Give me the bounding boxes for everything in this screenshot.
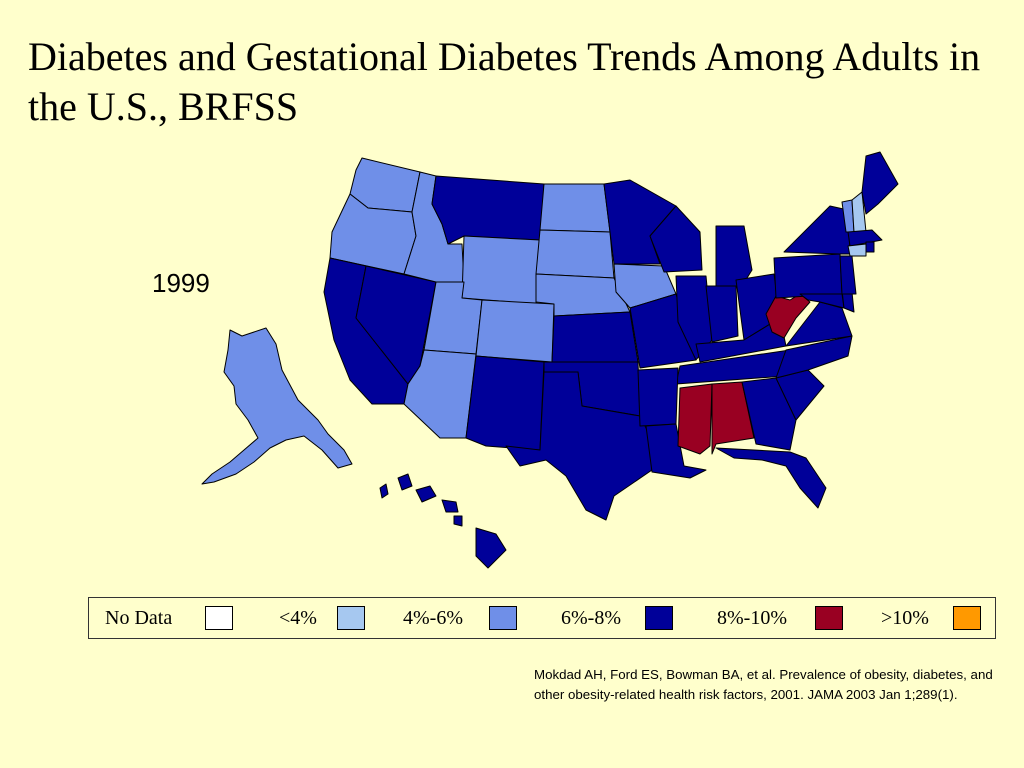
state-wv — [765, 293, 811, 339]
state-nd — [539, 183, 611, 233]
state-ak — [201, 327, 353, 485]
state-md — [799, 293, 845, 309]
state-ma — [847, 229, 883, 247]
state-ar — [637, 367, 679, 427]
state-tx — [505, 371, 653, 521]
legend-swatch — [205, 606, 233, 630]
legend-swatch — [337, 606, 365, 630]
state-hi-5 — [453, 515, 463, 527]
year-label: 1999 — [152, 268, 210, 298]
state-wi — [649, 205, 703, 273]
state-nj — [839, 255, 857, 295]
state-me — [861, 151, 899, 215]
state-la — [645, 423, 707, 479]
state-al — [711, 381, 755, 455]
state-hi-1 — [379, 483, 389, 499]
state-hi-2 — [397, 473, 413, 491]
state-pa — [773, 253, 843, 299]
state-ny — [783, 205, 851, 255]
legend-label: 4%-6% — [403, 607, 463, 629]
legend-label: No Data — [105, 607, 173, 629]
state-wy — [461, 235, 541, 305]
legend-swatch — [815, 606, 843, 630]
state-hi-4 — [441, 499, 459, 513]
legend-swatch — [953, 606, 981, 630]
state-fl — [715, 447, 827, 509]
state-co — [475, 299, 555, 363]
state-ks — [551, 311, 639, 363]
legend-label: <4% — [279, 607, 317, 629]
state-in — [705, 285, 739, 343]
state-nc — [775, 335, 853, 379]
legend-label: >10% — [881, 607, 929, 629]
legend: No Data <4% 4%-6% 6%-8% 8%-10% >10% — [88, 597, 996, 639]
state-ga — [741, 377, 797, 451]
state-ct — [847, 243, 867, 257]
citation: Mokdad AH, Ford ES, Bowman BA, et al. Pr… — [534, 667, 993, 702]
state-mi — [715, 225, 753, 287]
state-hi-3 — [415, 485, 437, 503]
legend-swatch — [645, 606, 673, 630]
state-nm — [465, 355, 545, 451]
legend-label: 6%-8% — [561, 607, 621, 629]
legend-label: 8%-10% — [717, 607, 787, 629]
legend-swatch — [489, 606, 517, 630]
state-ri — [865, 241, 875, 253]
state-sd — [535, 229, 615, 279]
state-hi-6 — [475, 527, 507, 569]
slide-title: Diabetes and Gestational Diabetes Trends… — [28, 34, 981, 129]
state-ms — [677, 383, 713, 455]
state-mt — [431, 175, 545, 245]
